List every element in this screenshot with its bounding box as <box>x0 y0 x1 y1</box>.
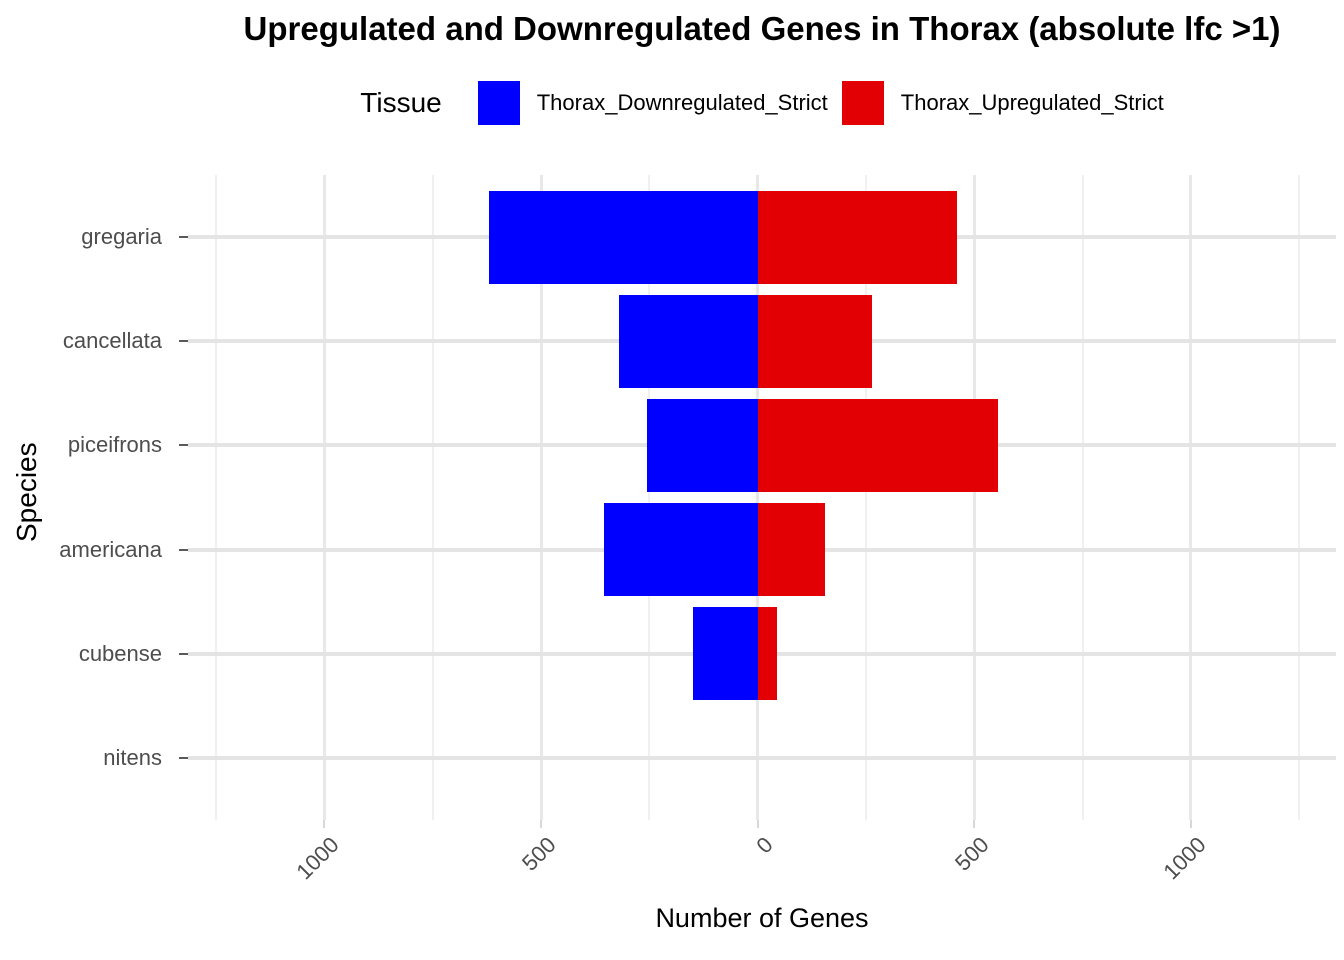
x-axis-title: Number of Genes <box>655 903 869 933</box>
legend-label: Thorax_Downregulated_Strict <box>536 90 828 115</box>
gridline-vertical-minor <box>1298 175 1301 820</box>
legend-item-0: Thorax_Downregulated_Strict <box>477 81 828 125</box>
gridline-vertical-minor <box>1081 175 1084 820</box>
x-axis-tick <box>756 820 759 828</box>
y-axis-tick <box>179 756 188 759</box>
gridline-vertical-minor <box>215 175 218 820</box>
x-axis-tick <box>1189 820 1192 828</box>
legend-swatch-icon <box>477 81 520 125</box>
y-axis-tick <box>179 340 188 343</box>
y-axis-tick <box>179 548 188 551</box>
gridline-horizontal <box>188 755 1336 760</box>
plot-panel <box>188 175 1336 828</box>
y-tick-label-gregaria: gregaria <box>81 224 162 250</box>
gridline-vertical-minor <box>864 175 867 820</box>
bar-thorax_downregulated_strict-piceifrons <box>647 398 758 493</box>
y-tick-label-nitens: nitens <box>103 744 162 770</box>
gridline-vertical-minor <box>648 175 651 820</box>
y-tick-label-cancellata: cancellata <box>62 328 162 354</box>
gridline-vertical-major <box>1189 175 1193 820</box>
gridline-vertical-major <box>539 175 543 820</box>
y-tick-label-cubense: cubense <box>78 640 162 666</box>
y-tick-label-piceifrons: piceifrons <box>67 432 162 458</box>
legend-swatch-icon <box>841 81 884 125</box>
legend-items: Thorax_Downregulated_Strict Thorax_Upregu… <box>464 81 1164 125</box>
x-tick-label: 500 <box>950 832 994 876</box>
bar-thorax_downregulated_strict-cubense <box>692 606 758 701</box>
gridline-vertical-major <box>322 175 326 820</box>
bar-thorax_downregulated_strict-gregaria <box>489 190 758 285</box>
y-tick-label-americana: americana <box>59 536 162 562</box>
legend-label: Thorax_Upregulated_Strict <box>900 90 1164 115</box>
x-axis-tick <box>973 820 976 828</box>
legend: Tissue Thorax_Downregulated_Strict Thorax… <box>188 78 1336 128</box>
bar-thorax_upregulated_strict-americana <box>757 502 825 597</box>
gridline-vertical-minor <box>431 175 434 820</box>
gridline-vertical-major <box>756 175 760 820</box>
bar-thorax_upregulated_strict-gregaria <box>757 190 957 285</box>
x-axis-tick <box>323 820 326 828</box>
gridline-vertical-major <box>972 175 976 820</box>
y-axis-tick <box>179 444 188 447</box>
x-tick-label: 1000 <box>1158 832 1211 885</box>
bar-thorax_upregulated_strict-cubense <box>757 606 778 701</box>
x-axis-tick <box>540 820 543 828</box>
y-axis-title: Species <box>11 442 42 543</box>
x-tick-label: 1000 <box>291 832 345 885</box>
legend-item-1: Thorax_Upregulated_Strict <box>841 81 1164 125</box>
x-tick-label: 0 <box>750 832 778 859</box>
y-axis-tick <box>179 236 188 239</box>
y-axis-tick <box>179 652 188 655</box>
x-tick-label: 500 <box>517 832 561 876</box>
chart-title: Upregulated and Downregulated Genes in T… <box>243 10 1281 47</box>
bar-thorax_downregulated_strict-americana <box>603 502 758 597</box>
bar-thorax_downregulated_strict-cancellata <box>619 294 758 389</box>
legend-title: Tissue <box>360 87 442 118</box>
bar-thorax_upregulated_strict-cancellata <box>757 294 873 389</box>
bar-thorax_upregulated_strict-piceifrons <box>757 398 999 493</box>
